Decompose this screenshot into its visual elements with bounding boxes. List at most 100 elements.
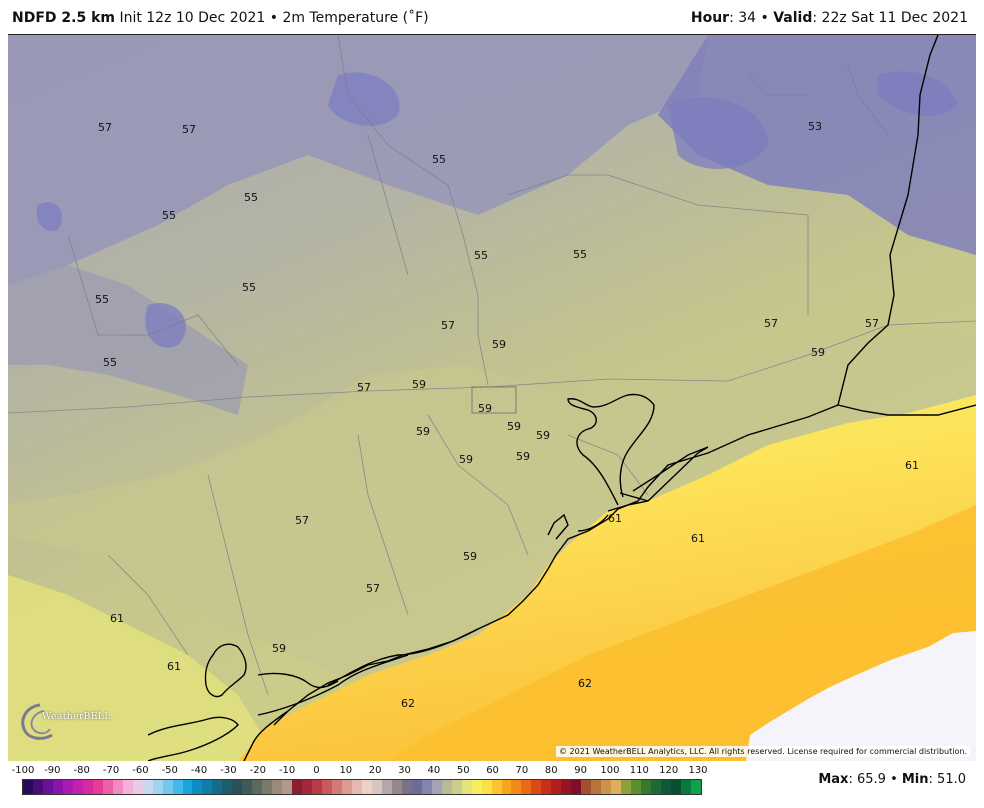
colorbar-swatch: [661, 780, 671, 794]
colorbar-swatch: [32, 780, 43, 794]
colorbar-swatch: [561, 780, 572, 794]
temperature-colorbar: [22, 779, 702, 795]
colorbar-swatch: [322, 780, 333, 794]
colorbar-swatch: [122, 780, 133, 794]
maxmin-separator: •: [890, 772, 898, 787]
colorbar-swatch: [302, 780, 313, 794]
colorbar-swatch: [292, 780, 303, 794]
colorbar-tick: 20: [368, 765, 382, 776]
colorbar-swatch: [621, 780, 632, 794]
colorbar-swatch: [252, 780, 263, 794]
colorbar-swatch: [451, 780, 462, 794]
colorbar-swatch: [72, 780, 83, 794]
colorbar-swatch: [23, 780, 33, 794]
temperature-label: 53: [808, 120, 822, 133]
colorbar-swatch: [641, 780, 652, 794]
colorbar-swatch: [431, 780, 442, 794]
temperature-label: 61: [691, 532, 705, 545]
colorbar-swatch: [162, 780, 173, 794]
colorbar-swatch: [361, 780, 372, 794]
colorbar-swatch: [332, 780, 342, 794]
temperature-label: 61: [608, 512, 622, 525]
temperature-label: 59: [459, 453, 473, 466]
temperature-label: 55: [103, 356, 117, 369]
colorbar-swatch: [531, 780, 542, 794]
valid-separator: •: [760, 10, 769, 26]
temperature-label: 59: [463, 550, 477, 563]
cool-region-west: [8, 265, 248, 415]
colorbar-tick: -30: [220, 765, 237, 776]
colorbar-swatch: [312, 780, 323, 794]
temperature-label: 59: [536, 429, 550, 442]
colorbar-swatch: [62, 780, 73, 794]
colorbar-tick: -50: [161, 765, 178, 776]
temperature-label: 59: [412, 378, 426, 391]
colorbar-swatch: [112, 780, 123, 794]
colorbar-swatch: [391, 780, 402, 794]
colorbar-swatch: [441, 780, 452, 794]
colorbar-swatch: [212, 780, 223, 794]
city-boundary: [471, 386, 517, 414]
colorbar-tick: -70: [102, 765, 120, 776]
colorbar-swatch: [272, 780, 283, 794]
min-value: : 51.0: [928, 772, 966, 787]
colorbar-tick: 120: [659, 765, 679, 776]
product-name: NDFD 2.5 km: [12, 10, 115, 26]
colorbar-swatch: [152, 780, 163, 794]
temperature-label: 57: [182, 123, 196, 136]
colorbar-swatch: [421, 780, 432, 794]
county-borders: [8, 35, 976, 696]
colorbar-swatch: [381, 780, 392, 794]
colorbar-swatch: [172, 780, 183, 794]
colorbar-swatch: [351, 780, 362, 794]
colorbar-swatch: [222, 780, 233, 794]
max-label: Max: [818, 772, 849, 787]
temperature-label: 57: [98, 121, 112, 134]
temperature-map[interactable]: 57 57 55 53 55 55 55 55 55 55 57 59 57 57 59 55 57 59 59 59…: [8, 34, 976, 761]
colorbar-swatch: [521, 780, 532, 794]
temperature-label: 55: [162, 209, 176, 222]
colorbar-swatch: [601, 780, 612, 794]
temperature-label: 57: [441, 319, 455, 332]
colorbar-swatch: [262, 780, 273, 794]
colorbar-swatch: [182, 780, 193, 794]
colorbar-tick: -10: [278, 765, 296, 776]
colorbar-swatch: [651, 780, 661, 794]
colorbar-swatch: [52, 780, 63, 794]
colorbar-swatch: [282, 780, 293, 794]
temperature-label: 55: [95, 293, 109, 306]
colorbar-swatch: [591, 780, 602, 794]
colorbar-swatch: [82, 780, 93, 794]
temperature-label: 55: [474, 249, 488, 262]
temperature-label: 59: [416, 425, 430, 438]
colorbar-swatch: [401, 780, 412, 794]
colorbar-swatch: [142, 780, 153, 794]
colorbar-swatch: [541, 780, 552, 794]
warm-region-southwest: [8, 575, 278, 761]
colorbar-swatch: [581, 780, 592, 794]
colorbar-swatch: [102, 780, 113, 794]
colorbar-swatch: [471, 780, 482, 794]
temperature-label: 62: [578, 677, 592, 690]
colorbar-tick: 50: [456, 765, 470, 776]
map-title: NDFD 2.5 km Init 12z 10 Dec 2021 • 2m Te…: [12, 10, 429, 26]
temperature-label: 55: [242, 281, 256, 294]
min-label: Min: [901, 772, 929, 787]
logo-swirl-icon: [21, 703, 53, 740]
colorbar-tick: -100: [11, 765, 35, 776]
colorbar-swatch: [411, 780, 422, 794]
colorbar-swatch: [680, 780, 691, 794]
colorbar-swatch: [491, 780, 502, 794]
temperature-label: 61: [905, 459, 919, 472]
colorbar-tick: 10: [339, 765, 353, 776]
colorbar-swatch: [92, 780, 103, 794]
colorbar-swatch: [342, 780, 352, 794]
colorbar-swatch: [481, 780, 492, 794]
hour-value: : 34: [729, 10, 757, 26]
colorbar-swatch: [571, 780, 582, 794]
init-time: Init 12z 10 Dec 2021: [119, 10, 266, 26]
temperature-label: 57: [357, 381, 371, 394]
temperature-label: 61: [110, 612, 124, 625]
colorbar-swatch: [511, 780, 522, 794]
field-name: 2m Temperature (˚F): [282, 10, 429, 26]
